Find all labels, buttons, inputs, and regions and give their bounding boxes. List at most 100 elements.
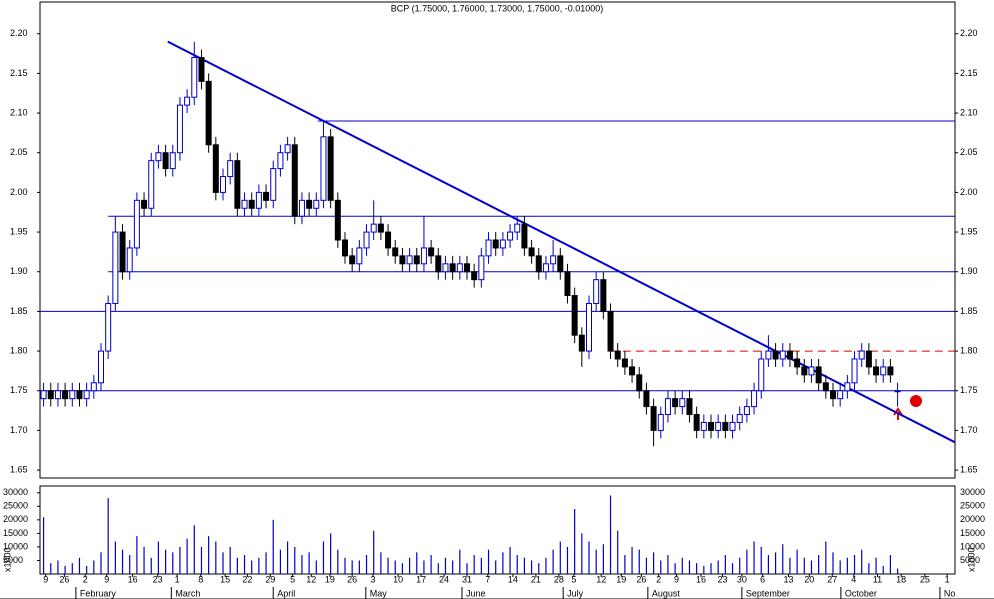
candle-body [241, 199, 248, 209]
x-tick-label: 9 [43, 574, 48, 584]
x-tick-label: 4 [851, 574, 856, 584]
x-tick-label: 27 [827, 574, 837, 584]
candle-body [413, 255, 420, 265]
x-tick-label: 15 [220, 574, 230, 584]
candle-body [557, 255, 564, 273]
candle-body [815, 366, 822, 384]
candle-body [105, 302, 112, 352]
candle-body [377, 223, 384, 233]
y-tick-label-right: 1.70 [960, 425, 978, 435]
candle-body [822, 382, 829, 392]
candle-body [471, 271, 478, 281]
candle-body [830, 390, 836, 400]
candle-body [657, 414, 664, 431]
candle-body [643, 390, 650, 408]
candle-body [248, 199, 255, 209]
x-tick-label: 30 [737, 574, 747, 584]
volume-tick-label: 15000 [3, 528, 28, 538]
x-tick-label: 1 [175, 574, 180, 584]
candle-body [894, 390, 901, 393]
candle-body [176, 104, 183, 154]
candle-body [686, 398, 693, 416]
x-tick-label: 31 [462, 574, 472, 584]
candle-body [270, 168, 277, 201]
y-tick-label: 2.10 [10, 107, 28, 117]
candle-body [571, 295, 578, 336]
candle-body [464, 263, 470, 273]
y-tick-label: 1.95 [10, 226, 28, 236]
candle-body [420, 247, 427, 265]
candle-body [794, 358, 801, 368]
candle-body [349, 255, 356, 265]
candle-body [564, 271, 571, 297]
x-tick-label: 7 [485, 574, 490, 584]
chart-title: BCP (1.75000, 1.76000, 1.73000, 1.75000,… [391, 3, 604, 13]
candle-body [291, 144, 298, 217]
candle-body [736, 414, 743, 423]
y-tick-label-right: 2.10 [960, 107, 978, 117]
candle-body [363, 231, 370, 249]
volume-frame [39, 485, 956, 575]
candle-body [306, 199, 313, 209]
candle-body [62, 390, 69, 400]
candle-body [614, 350, 621, 360]
y-tick-label-right: 2.05 [960, 147, 978, 157]
x-tick-label: 14 [508, 574, 518, 584]
candle-body [255, 191, 262, 209]
y-tick-label: 2.15 [10, 68, 28, 78]
month-label: February [80, 588, 117, 598]
candle-body [184, 96, 191, 106]
candle-body [514, 223, 521, 233]
candle-body [227, 160, 234, 178]
candle-body [650, 406, 657, 431]
candle-body [607, 310, 614, 352]
x-tick-label: 3 [370, 574, 375, 584]
candle-body [542, 263, 549, 273]
candle-body [370, 223, 377, 233]
month-label: August [652, 588, 681, 598]
x-tick-label: 2 [656, 574, 661, 584]
candle-body [234, 160, 241, 209]
candle-body [600, 279, 607, 312]
candle-body [198, 57, 205, 82]
y-tick-label-right: 1.95 [960, 226, 978, 236]
candle-body [148, 160, 155, 209]
x-tick-label: 12 [596, 574, 606, 584]
volume-tick-label-right: 20000 [960, 514, 985, 524]
price-frame [39, 1, 956, 479]
x-tick-label: 9 [104, 574, 109, 584]
candle-body [298, 199, 305, 217]
x-tick-label: 17 [416, 574, 426, 584]
candle-body [499, 239, 506, 249]
candle-body [334, 199, 341, 241]
candle-body [392, 247, 399, 257]
candle-body [313, 199, 320, 209]
candle-body [342, 239, 348, 257]
x-tick-label: 23 [153, 574, 163, 584]
candle-body [277, 152, 284, 170]
candle-body [428, 247, 435, 257]
candle-body [887, 366, 894, 376]
candle-body [586, 302, 592, 352]
candle-body [521, 223, 528, 249]
x-tick-label: 29 [265, 574, 275, 584]
candle-body [578, 334, 585, 352]
candle-body [220, 176, 226, 193]
candle-body [284, 144, 291, 154]
candle-body [478, 255, 485, 281]
candle-body [808, 366, 815, 376]
candle-body [708, 421, 714, 431]
signal-icon [910, 395, 922, 407]
candle-body [205, 80, 212, 146]
y-tick-label-right: 2.15 [960, 68, 978, 78]
volume-tick-label-right: 10000 [960, 541, 985, 551]
y-tick-label: 1.65 [10, 464, 28, 474]
x-tick-label: 25 [920, 574, 930, 584]
y-tick-label-right: 1.90 [960, 266, 978, 276]
x-tick-label: 24 [439, 574, 449, 584]
candle-body [865, 350, 872, 368]
candle-body [743, 406, 750, 416]
x-tick-label: 11 [873, 574, 882, 584]
x-tick-label: 8 [198, 574, 203, 584]
